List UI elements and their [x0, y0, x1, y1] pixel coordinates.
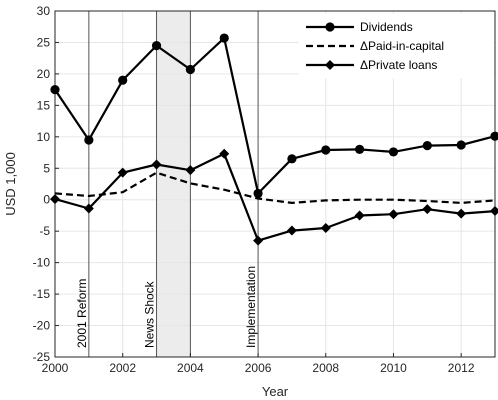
x-axis-label: Year — [262, 384, 289, 399]
y-tick-label-5: 0 — [43, 193, 50, 207]
x-tick-label-3: 2006 — [245, 361, 272, 375]
series-0-point-4 — [185, 64, 195, 75]
axes-box — [54, 10, 496, 358]
series-0-point-6 — [253, 188, 263, 199]
series-0-point-1 — [84, 135, 94, 145]
annotation-3: Implementation — [244, 266, 258, 348]
y-tick-label-0: -25 — [33, 350, 51, 364]
series-0-point-11 — [422, 141, 432, 151]
series-2-point-12 — [456, 208, 467, 219]
shaded-region — [156, 11, 191, 357]
annotation-1: News Shock — [143, 280, 157, 348]
series-line-2 — [54, 152, 496, 242]
series-2-point-11 — [422, 204, 433, 215]
y-tick-label-8: 15 — [37, 98, 51, 112]
series-2-point-6 — [253, 235, 264, 246]
y-tick-label-2: -15 — [33, 287, 51, 301]
series-2-point-8 — [320, 223, 331, 234]
series-0-point-2 — [118, 75, 128, 85]
series-0-point-8 — [321, 145, 331, 155]
x-tick-label-6: 2012 — [448, 361, 475, 375]
y-tick-label-11: 30 — [37, 4, 51, 18]
series-2-point-3 — [151, 159, 162, 170]
y-axis-label: USD 1,000 — [3, 152, 18, 216]
series-2-point-10 — [388, 209, 399, 220]
y-tick-label-1: -20 — [33, 319, 51, 333]
series-0-point-5 — [219, 33, 229, 43]
y-tick-label-3: -10 — [33, 256, 51, 270]
x-tick-label-0: 2000 — [42, 361, 69, 375]
series-2-point-13 — [490, 206, 498, 217]
y-tick-label-9: 20 — [37, 67, 51, 81]
y-tick-label-7: 10 — [37, 130, 51, 144]
series-0-point-10 — [388, 147, 399, 157]
x-tick-label-2: 2004 — [177, 361, 204, 375]
y-tick-label-6: 5 — [43, 161, 50, 175]
series-0-point-13 — [490, 131, 498, 141]
annotation-0: 2001 Reform — [75, 279, 89, 348]
series-2-point-5 — [219, 148, 230, 159]
legend-label-2: ΔPrivate loans — [360, 58, 437, 72]
series-0-point-9 — [355, 144, 365, 154]
legend-marker-2 — [325, 60, 335, 70]
x-tick-label-1: 2002 — [109, 361, 136, 375]
series-0-point-3 — [151, 41, 162, 51]
y-tick-label-4: -5 — [39, 224, 50, 238]
series-0-point-0 — [50, 85, 60, 95]
legend-label-1: ΔPaid-in-capital — [360, 39, 444, 53]
series-line-0 — [54, 37, 496, 195]
legend-marker-0 — [325, 22, 335, 32]
x-tick-label-5: 2010 — [380, 361, 407, 375]
series-2-point-0 — [50, 194, 60, 205]
y-tick-label-10: 25 — [37, 35, 51, 49]
series-2-point-2 — [117, 167, 128, 178]
series-2-point-4 — [185, 165, 196, 176]
series-line-1 — [54, 171, 496, 204]
series-2-point-9 — [354, 210, 365, 221]
series-2-point-1 — [83, 203, 94, 214]
legend-label-0: Dividends — [360, 20, 413, 34]
series-2-point-7 — [286, 225, 297, 236]
series-0-point-12 — [456, 140, 466, 150]
x-tick-label-4: 2008 — [312, 361, 339, 375]
series-0-point-7 — [287, 154, 297, 164]
